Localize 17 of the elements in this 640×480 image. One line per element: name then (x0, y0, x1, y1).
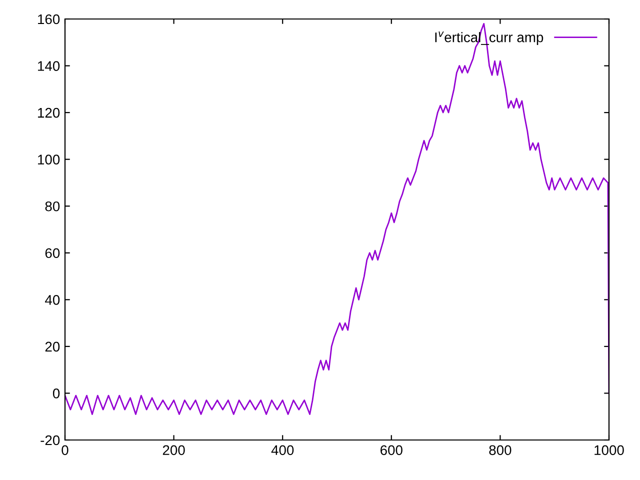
y-tick-label: 100 (38, 154, 60, 165)
y-tick-label: -20 (40, 435, 60, 446)
y-tick-label: 160 (38, 14, 60, 24)
y-tick-label: 120 (38, 108, 60, 118)
y-tick-label: 60 (45, 248, 60, 258)
y-tick-label: 80 (45, 201, 60, 212)
x-tick-label: 600 (380, 445, 402, 456)
x-tick-label: 800 (489, 445, 512, 456)
y-tick-label: 40 (45, 295, 60, 305)
y-tick-label: 20 (45, 342, 60, 352)
x-tick-label: 0 (62, 445, 68, 456)
x-tick-label: 400 (271, 445, 294, 456)
line-series (65, 22, 609, 415)
x-tick-label: 1000 (594, 445, 624, 456)
x-tick-label: 200 (162, 445, 185, 456)
y-tick-label: 0 (52, 388, 60, 398)
y-tick-label: 140 (38, 61, 60, 71)
